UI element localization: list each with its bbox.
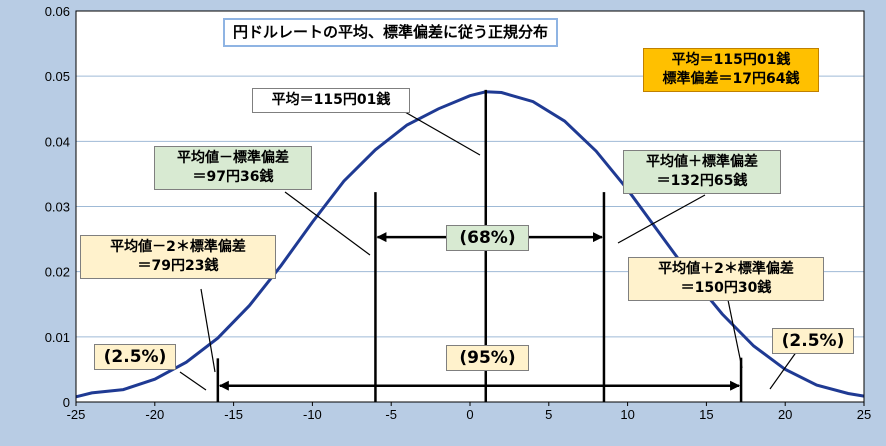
plus-1sd-title: 平均値＋標準偏差: [646, 154, 758, 170]
y-axis-ticks: 0 0.01 0.02 0.03 0.04 0.05 0.06: [45, 4, 70, 410]
x-tick-label: 10: [620, 407, 634, 422]
x-tick-label: 0: [466, 407, 473, 422]
pct-68-label: (68%): [446, 225, 529, 251]
y-tick-label: 0.04: [45, 134, 70, 149]
pointer-line: [200, 288, 216, 373]
x-axis-ticks: -25 -20 -15 -10 -5 0 5 10 15 20 25: [67, 402, 871, 422]
plus-2sd-title: 平均値＋2＊標準偏差: [658, 261, 794, 277]
x-tick-label: 15: [699, 407, 713, 422]
x-tick-label: -15: [224, 407, 243, 422]
pointer-line: [617, 194, 706, 244]
pct-95-label: (95%): [446, 345, 529, 371]
minus-1sd-label: 平均値－標準偏差 ＝97円36銭: [154, 146, 312, 190]
x-tick-label: 5: [545, 407, 552, 422]
minus-1sd-value: ＝97円36銭: [192, 169, 274, 185]
pointer-line: [769, 350, 798, 390]
minus-2sd-title: 平均値－2＊標準偏差: [110, 239, 246, 255]
pct-left-tail-label: (2.5%): [94, 344, 176, 370]
y-tick-label: 0.06: [45, 4, 70, 19]
summary-mean-label: 平均＝115円01銭: [671, 52, 791, 68]
chart-title: 円ドルレートの平均、標準偏差に従う正規分布: [223, 18, 559, 47]
plus-1sd-label: 平均値＋標準偏差 ＝132円65銭: [623, 150, 781, 194]
x-tick-label: -5: [385, 407, 397, 422]
x-tick-label: 25: [857, 407, 871, 422]
y-tick-label: 0: [63, 395, 70, 410]
pct-right-tail-label: (2.5%): [772, 328, 854, 354]
series-line: [75, 90, 865, 399]
pointer-line: [284, 191, 371, 256]
x-tick-label: -25: [67, 407, 86, 422]
y-tick-label: 0.05: [45, 69, 70, 84]
pointer-lines: [179, 107, 798, 391]
y-tick-label: 0.02: [45, 265, 70, 280]
pointer-line: [727, 299, 743, 369]
plus-2sd-label: 平均値＋2＊標準偏差 ＝150円30銭: [628, 257, 824, 301]
minus-2sd-value: ＝79円23銭: [137, 258, 219, 274]
pointer-line: [397, 107, 481, 156]
plus-2sd-value: ＝150円30銭: [680, 280, 772, 296]
plus-1sd-value: ＝132円65銭: [656, 173, 748, 189]
x-tick-label: -20: [145, 407, 164, 422]
y-tick-label: 0.01: [45, 330, 70, 345]
plot-border: [75, 10, 865, 403]
pointer-line: [179, 371, 207, 391]
summary-box: 平均＝115円01銭 標準偏差＝17円64銭: [643, 48, 819, 92]
y-tick-label: 0.03: [45, 200, 70, 215]
x-tick-label: -10: [303, 407, 322, 422]
minus-2sd-label: 平均値－2＊標準偏差 ＝79円23銭: [80, 235, 276, 279]
summary-sd-label: 標準偏差＝17円64銭: [662, 71, 800, 87]
x-tick-label: 20: [778, 407, 792, 422]
minus-1sd-title: 平均値－標準偏差: [177, 150, 289, 166]
mean-label: 平均＝115円01銭: [252, 88, 410, 113]
